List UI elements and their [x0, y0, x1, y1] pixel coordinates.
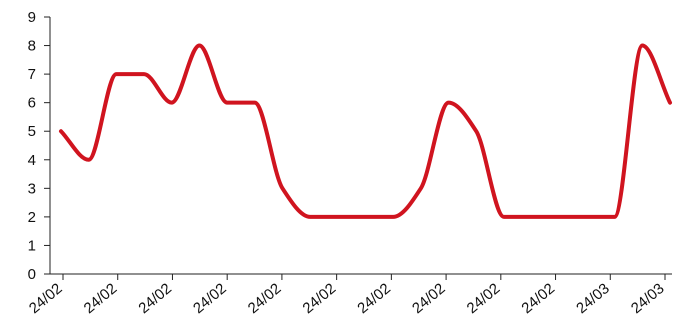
series-line [59, 43, 672, 219]
y-tick-label: 5 [28, 123, 36, 140]
x-tick-label: 24/02 [245, 280, 285, 317]
x-axis: 24/02 24/02 24/02 24/02 24/02 24/02 24/02 24/02… [26, 273, 672, 317]
x-tick-label: 24/02 [81, 280, 121, 317]
x-tick-label: 24/02 [135, 280, 175, 317]
y-tick-label: 7 [28, 66, 36, 83]
x-tick-label: 24/02 [26, 280, 66, 317]
y-tick-label: 2 [28, 209, 36, 226]
y-tick-label: 1 [28, 237, 36, 254]
y-tick-label: 8 [28, 38, 36, 55]
x-tick-label: 24/02 [300, 280, 340, 317]
x-tick-label: 24/02 [464, 280, 504, 317]
x-tick-label: 24/02 [354, 280, 394, 317]
x-tick-label: 24/02 [190, 280, 230, 317]
x-tick-label: 24/02 [518, 280, 558, 317]
x-tick-label: 24/03 [628, 280, 668, 317]
y-tick-label: 0 [28, 266, 36, 283]
series-layer [59, 43, 672, 219]
y-tick-label: 6 [28, 95, 36, 112]
x-tick-label: 24/03 [573, 280, 613, 317]
y-axis: 0 1 2 3 4 5 6 7 8 9 [28, 9, 51, 283]
y-tick-label: 3 [28, 180, 36, 197]
x-tick-label: 24/02 [409, 280, 449, 317]
y-tick-label: 4 [28, 152, 36, 169]
y-tick-label: 9 [28, 9, 36, 26]
